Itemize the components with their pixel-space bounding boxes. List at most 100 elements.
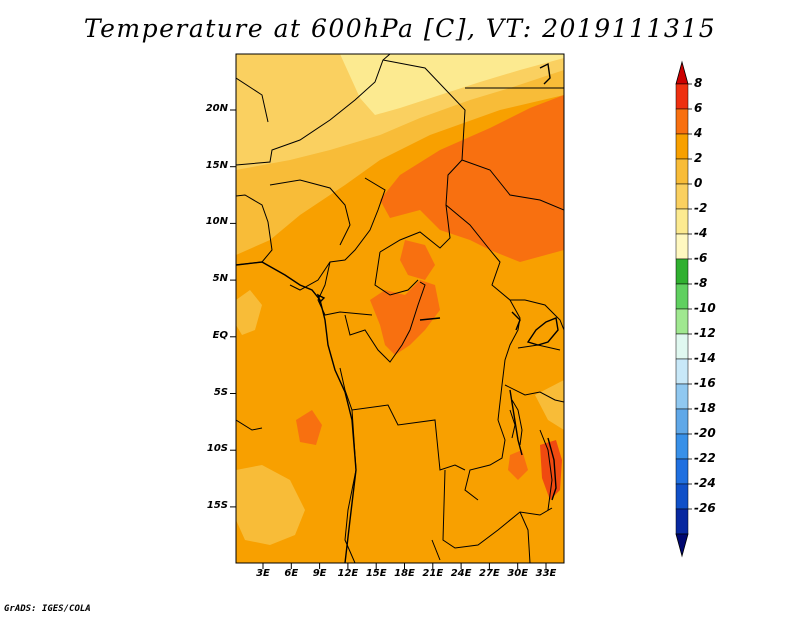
colorbar-segment (675, 283, 689, 310)
colorbar-label: -4 (694, 226, 708, 240)
colorbar-label: 2 (694, 151, 703, 165)
lake-victoria (526, 317, 559, 346)
lat-label: EQ (212, 329, 228, 341)
border-line (524, 299, 564, 331)
colorbar-segment (675, 483, 689, 510)
border-line (236, 77, 269, 123)
colorbar-min-arrow (675, 533, 689, 558)
colorbar-segment (675, 108, 689, 135)
lat-label: 10N (205, 216, 228, 228)
river-segment (419, 317, 441, 321)
map-frame (235, 53, 565, 564)
field-pale-band (340, 54, 564, 115)
lat-label: 15S (206, 499, 228, 511)
colorbar-max-arrow (675, 60, 689, 85)
colorbar-label: -8 (694, 276, 708, 290)
colorbar-segment (675, 183, 689, 210)
field-light-region-southwest (236, 465, 305, 545)
colorbar-label: -6 (694, 251, 708, 265)
coast-northeast (539, 62, 551, 85)
lon-label: 6E (284, 568, 299, 579)
border-line (442, 469, 553, 549)
border-line (504, 384, 564, 403)
lon-label: 21E (422, 568, 444, 579)
border-line (236, 54, 391, 166)
colorbar-label: -26 (694, 501, 716, 515)
colorbar-label: 6 (694, 101, 703, 115)
lat-label: 15N (205, 159, 228, 171)
lat-label: 5S (213, 386, 228, 398)
lon-label: 33E (535, 568, 557, 579)
colorbar-segment (675, 208, 689, 235)
border-line (344, 281, 426, 363)
colorbar-segment (675, 358, 689, 385)
lon-label: 3E (256, 568, 270, 579)
field-warm-region-lakes (508, 450, 528, 480)
coastlines (236, 62, 559, 563)
lon-label: 15E (365, 568, 387, 579)
colorbar-label: 8 (694, 76, 703, 90)
lake-albert (511, 311, 521, 331)
colorbar-segment (675, 83, 689, 110)
lat-label: 5N (212, 273, 228, 285)
field-warm-region-northeast (380, 95, 564, 262)
island (316, 293, 326, 304)
border-line (269, 179, 351, 246)
coastline-atlantic (236, 261, 357, 563)
border-line (497, 299, 521, 421)
colorbar (675, 60, 692, 558)
colorbar-segment (675, 258, 689, 285)
colorbar-segment (675, 508, 689, 535)
colorbar-segment (675, 383, 689, 410)
border-line (539, 429, 553, 511)
border-line (289, 177, 386, 291)
temperature-field (236, 54, 564, 563)
colorbar-label: -10 (694, 301, 716, 315)
border-line (236, 419, 263, 431)
lake-malawi (547, 437, 557, 501)
grads-credit: GrADS: IGES/COLA (4, 604, 91, 614)
colorbar-label: -14 (694, 351, 716, 365)
colorbar-label: -22 (694, 451, 716, 465)
colorbar-segment (675, 333, 689, 360)
lake-tanganyika (509, 389, 523, 456)
field-warm-region-center (370, 280, 440, 355)
lat-label: 10S (206, 443, 228, 455)
lon-label: 18E (394, 568, 415, 579)
colorbar-segment (675, 233, 689, 260)
colorbar-label: 4 (694, 126, 703, 140)
colorbar-segment (675, 158, 689, 185)
field-warm-region-coast (296, 410, 322, 445)
colorbar-label: -2 (694, 201, 708, 215)
border-line (464, 419, 506, 501)
field-light-region-west (236, 290, 262, 335)
colorbar-segment (675, 433, 689, 460)
colorbar-label: -20 (694, 426, 716, 440)
colorbar-label: -24 (694, 476, 716, 490)
colorbar-segment (675, 408, 689, 435)
border-line (374, 251, 419, 296)
border-line (461, 159, 564, 211)
field-lighter-band (236, 54, 564, 170)
lon-label: 30E (507, 568, 529, 579)
colorbar-label: -12 (694, 326, 716, 340)
field-light-region-southeast (535, 380, 564, 430)
lon-label: 9E (312, 568, 327, 579)
colorbar-label: 0 (694, 176, 703, 190)
lon-label: 24E (450, 568, 472, 579)
lat-label: 20N (205, 103, 228, 114)
colorbar-segment (675, 133, 689, 160)
field-warm-region-sahel (400, 240, 435, 280)
colorbar-segment (675, 458, 689, 485)
border-line (511, 399, 523, 446)
axis-ticks (230, 109, 547, 569)
colorbar-label: -16 (694, 376, 716, 390)
lon-label: 27E (479, 568, 500, 579)
country-borders (236, 54, 564, 563)
lon-label: 12E (337, 568, 359, 579)
colorbar-segment (675, 308, 689, 335)
border-line (339, 367, 466, 471)
map-title: Temperature at 600hPa [C], VT: 201911131… (83, 14, 717, 43)
border-line (519, 511, 531, 563)
